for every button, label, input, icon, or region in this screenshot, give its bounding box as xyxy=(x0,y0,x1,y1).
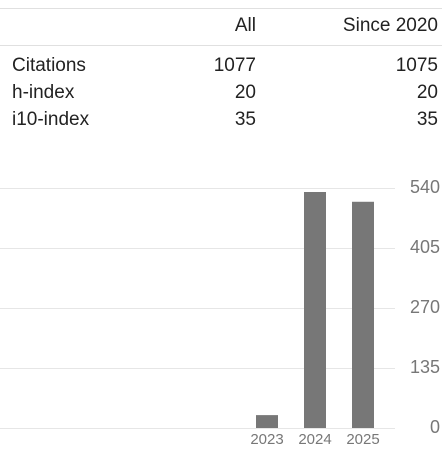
y-tick-label: 0 xyxy=(430,417,440,437)
cell-value: 20 xyxy=(235,82,256,103)
bar xyxy=(256,415,278,428)
bar xyxy=(352,201,374,428)
y-tick-label: 405 xyxy=(410,237,440,257)
y-tick-label: 135 xyxy=(410,357,440,377)
x-tick-label: 2023 xyxy=(250,431,283,448)
row-label: i10-index xyxy=(12,109,90,130)
cell-value: 1075 xyxy=(396,55,438,76)
column-header: All xyxy=(235,15,256,36)
y-tick-label: 270 xyxy=(410,297,440,317)
column-header: Since 2020 xyxy=(343,15,438,36)
cell-value: 35 xyxy=(417,109,438,130)
x-tick-label: 2025 xyxy=(346,431,379,448)
x-tick-label: 2024 xyxy=(298,431,331,448)
bar xyxy=(304,192,326,428)
row-label: Citations xyxy=(12,55,86,76)
cell-value: 1077 xyxy=(214,55,256,76)
row-label: h-index xyxy=(12,82,75,103)
y-tick-label: 540 xyxy=(410,177,440,197)
cell-value: 35 xyxy=(235,109,256,130)
cell-value: 20 xyxy=(417,82,438,103)
